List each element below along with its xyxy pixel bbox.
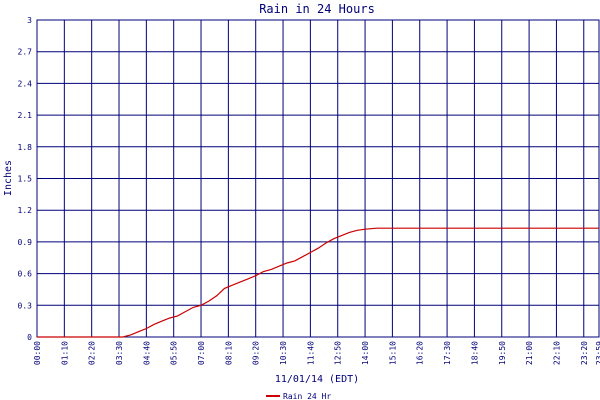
y-tick-label: 2.4 bbox=[18, 79, 33, 88]
chart-title: Rain in 24 Hours bbox=[259, 2, 375, 16]
plot-frame bbox=[36, 19, 600, 338]
x-tick-label: 15:10 bbox=[388, 341, 397, 365]
x-tick-label: 08:10 bbox=[224, 341, 233, 365]
x-tick-label: 00:00 bbox=[33, 341, 42, 365]
x-tick-label: 12:50 bbox=[334, 341, 343, 365]
x-tick-label: 18:40 bbox=[470, 341, 479, 365]
x-tick-label: 03:30 bbox=[115, 341, 124, 365]
x-tick-label: 10:30 bbox=[279, 341, 288, 365]
x-tick-label: 09:20 bbox=[252, 341, 261, 365]
x-tick-label: 21:00 bbox=[525, 341, 534, 365]
y-tick-label: 0 bbox=[27, 333, 32, 342]
x-tick-labels: 00:00 01:10 02:20 03:30 04:40 05:50 07:00 08:10… bbox=[33, 341, 600, 365]
x-tick-label: 16:20 bbox=[416, 341, 425, 365]
series-group bbox=[37, 227, 599, 338]
y-tick-label: 2.1 bbox=[18, 111, 33, 120]
y-tick-label: 1.8 bbox=[18, 143, 33, 152]
x-tick-label: 23:20 bbox=[580, 341, 589, 365]
x-tick-label: 22:10 bbox=[552, 341, 561, 365]
x-tick-label: 19:50 bbox=[498, 341, 507, 365]
x-tick-label: 02:20 bbox=[88, 341, 97, 365]
y-tick-labels: 0 0.3 0.6 0.9 1.2 1.5 1.8 2.1 2.4 2.7 3 bbox=[18, 16, 33, 342]
x-tick-label: 04:40 bbox=[142, 341, 151, 365]
x-tick-label: 07:00 bbox=[197, 341, 206, 365]
x-tick-label: 23:59 bbox=[595, 341, 600, 365]
y-tick-label: 2.7 bbox=[18, 48, 33, 57]
x-tick-label: 17:30 bbox=[443, 341, 452, 365]
x-tick-label: 01:10 bbox=[60, 341, 69, 365]
x-axis-title: 11/01/14 (EDT) bbox=[275, 374, 359, 385]
series-line-rain-24-hr bbox=[37, 227, 599, 338]
y-tick-label: 0.6 bbox=[18, 270, 33, 279]
x-tick-label: 05:50 bbox=[170, 341, 179, 365]
legend: Rain 24 Hr bbox=[266, 392, 331, 400]
y-tick-label: 3 bbox=[27, 16, 32, 25]
y-tick-label: 1.2 bbox=[18, 206, 33, 215]
y-tick-label: 0.3 bbox=[18, 301, 33, 310]
y-axis-title: Inches bbox=[3, 160, 14, 196]
legend-label: Rain 24 Hr bbox=[283, 392, 331, 400]
grid bbox=[36, 19, 600, 338]
y-tick-label: 1.5 bbox=[18, 175, 33, 184]
x-tick-label: 14:00 bbox=[361, 341, 370, 365]
x-tick-label: 11:40 bbox=[306, 341, 315, 365]
y-tick-label: 0.9 bbox=[18, 238, 33, 247]
